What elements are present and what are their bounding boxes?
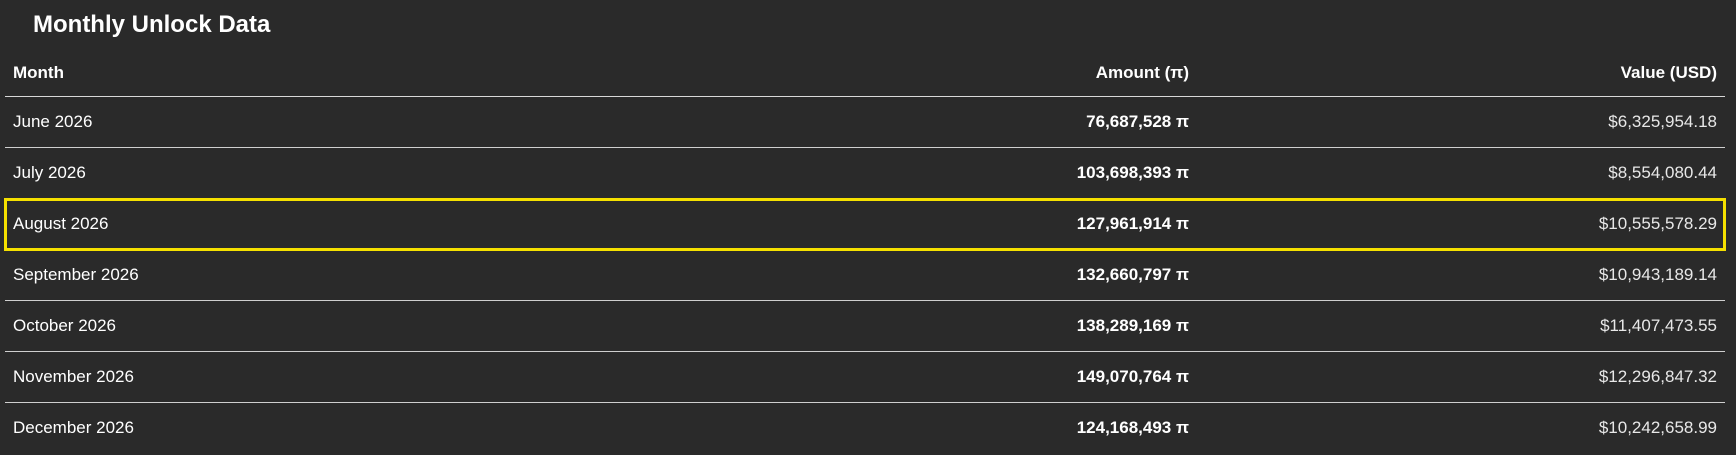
table-cell: 132,660,797 π	[921, 249, 1197, 301]
table-cell: $12,296,847.32	[1197, 351, 1725, 403]
table-row: December 2026 124,168,493 π $10,242,658.99	[5, 403, 1725, 454]
table-head: Month Amount (π) Value (USD)	[5, 50, 1725, 97]
table-cell: November 2026	[5, 351, 921, 403]
unlock-table: Month Amount (π) Value (USD) June 2026 76,6…	[4, 50, 1726, 454]
table-row: November 2026 149,070,764 π $12,296,847.32	[5, 351, 1725, 403]
table-row: September 2026 132,660,797 π $10,943,189.1…	[5, 249, 1725, 301]
table-cell: $8,554,080.44	[1197, 147, 1725, 199]
table-cell: $10,943,189.14	[1197, 249, 1725, 301]
table-row: June 2026 76,687,528 π $6,325,954.18	[5, 96, 1725, 148]
table-cell: December 2026	[13, 418, 134, 437]
table-cell: October 2026	[5, 300, 921, 352]
table-cell: $10,242,658.99	[1598, 418, 1717, 437]
table-cell: 124,168,493 π	[1076, 418, 1189, 437]
table-row: August 2026 127,961,914 π $10,555,578.29	[4, 197, 1726, 251]
page-title: Monthly Unlock Data	[33, 11, 271, 38]
table-cell: August 2026	[5, 198, 921, 250]
table-cell: 127,961,914 π	[921, 198, 1197, 250]
table-cell: 149,070,764 π	[921, 351, 1197, 403]
table-cell: $6,325,954.18	[1197, 96, 1725, 148]
header-row: Month Amount (π) Value (USD)	[5, 50, 1725, 97]
table-body: June 2026 76,687,528 π $6,325,954.18 July 2…	[4, 96, 1726, 454]
table-row: October 2026 138,289,169 π $11,407,473.55	[5, 300, 1725, 352]
table-row: July 2026 103,698,393 π $8,554,080.44	[5, 147, 1725, 199]
table-cell: September 2026	[5, 249, 921, 301]
table-cell: $11,407,473.55	[1197, 300, 1725, 352]
table-cell: $10,555,578.29	[1197, 198, 1725, 250]
column-header: Month	[5, 50, 921, 97]
table-cell: 138,289,169 π	[921, 300, 1197, 352]
column-header: Amount (π)	[921, 50, 1197, 97]
table-cell: June 2026	[5, 96, 921, 148]
table-cell: July 2026	[5, 147, 921, 199]
column-header: Value (USD)	[1197, 50, 1725, 97]
table-cell: 103,698,393 π	[921, 147, 1197, 199]
table-cell: 76,687,528 π	[921, 96, 1197, 148]
